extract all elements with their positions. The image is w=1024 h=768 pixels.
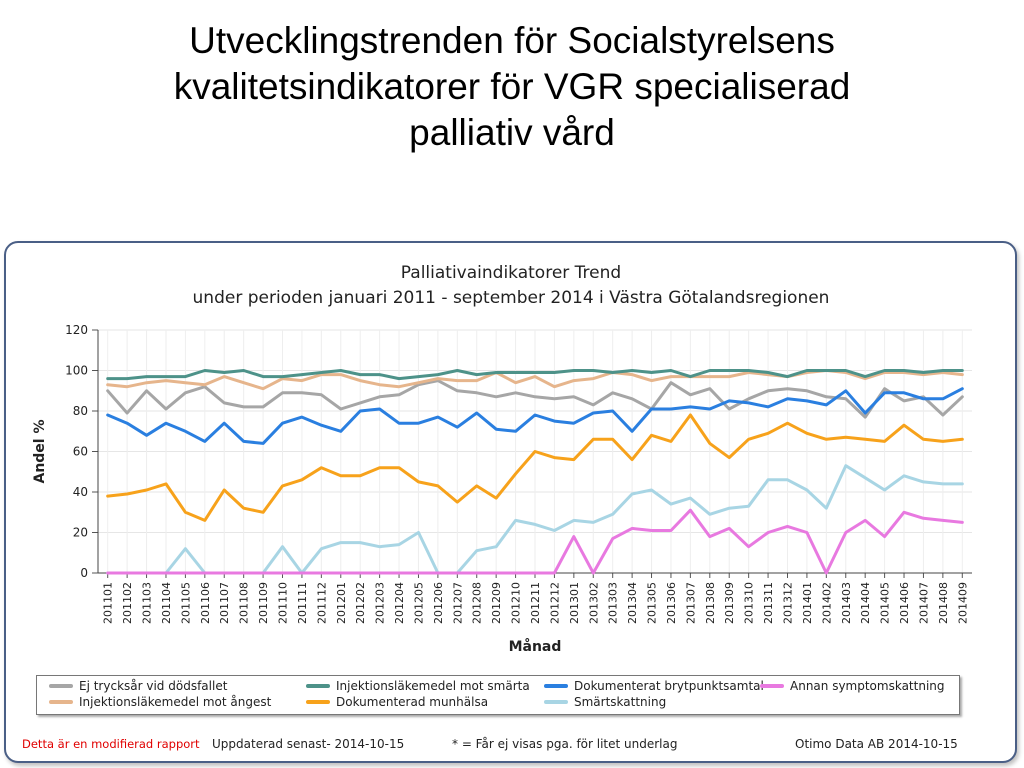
x-tick-label: 201307 <box>684 582 697 624</box>
x-tick-label: 201308 <box>704 582 717 624</box>
x-tick-label: 201212 <box>548 582 561 624</box>
x-tick-label: 201309 <box>723 582 736 624</box>
chart-title: Palliativaindikatorer Trend <box>400 263 622 283</box>
legend-label: Injektionsläkemedel mot smärta <box>336 679 530 693</box>
data-note: * = Får ej visas pga. för litet underlag <box>452 737 678 751</box>
x-tick-label: 201405 <box>879 582 892 624</box>
series-line <box>106 369 964 381</box>
legend-item: Smärtskattning <box>544 695 666 709</box>
x-tick-label: 201305 <box>646 582 659 624</box>
legend-item: Ej trycksår vid dödsfallet <box>49 679 227 693</box>
x-tick-label: 201108 <box>238 582 251 624</box>
x-tick-label: 201107 <box>218 582 231 624</box>
legend-label: Dokumenterad munhälsa <box>336 695 489 709</box>
series-line <box>106 413 964 522</box>
legend-label: Smärtskattning <box>574 695 667 709</box>
slide-title-line-2: kvalitetsindikatorer för VGR specialiser… <box>173 66 851 107</box>
x-tick-label: 201403 <box>840 582 853 624</box>
x-tick-label: 201407 <box>917 582 930 624</box>
x-tick-label: 201203 <box>374 582 387 624</box>
x-tick-label: 201104 <box>160 582 173 624</box>
legend-swatch <box>49 700 73 704</box>
chart-subtitle: under perioden januari 2011 - september … <box>192 288 830 308</box>
x-tick-label: 201312 <box>781 582 794 624</box>
x-tick-label: 201310 <box>743 582 756 624</box>
legend-item: Annan symptomskattning <box>760 679 945 693</box>
y-tick-label: 0 <box>80 566 88 580</box>
x-tick-label: 201103 <box>141 582 154 624</box>
chart-legend: Ej trycksår vid dödsfallet Injektionsläke… <box>36 675 960 715</box>
line-chart: 0 20 40 60 80 100 120 201101 201102 201103 201104 2… <box>32 323 972 655</box>
series-line <box>106 508 964 575</box>
x-axis-label: Månad <box>509 638 562 655</box>
x-tick-label: 201304 <box>626 582 639 624</box>
legend-swatch <box>306 700 330 704</box>
modified-report-note: Detta är en modifierad rapport <box>22 737 200 751</box>
x-tick-label: 201302 <box>587 582 600 624</box>
legend-item: Injektionsläkemedel mot ångest <box>49 695 271 709</box>
legend-swatch <box>760 684 784 688</box>
y-tick-label: 100 <box>65 364 88 378</box>
legend-swatch <box>306 684 330 688</box>
legend-item: Dokumenterat brytpunktsamtal <box>544 679 764 693</box>
legend-swatch <box>544 700 568 704</box>
slide-title: Utvecklingstrenden för Socialstyrelsens … <box>80 18 944 156</box>
slide-title-line-3: palliativ vård <box>409 112 615 153</box>
y-tick-label: 60 <box>73 445 88 459</box>
x-tick-label: 201402 <box>820 582 833 624</box>
legend-label: Injektionsläkemedel mot ångest <box>79 695 272 709</box>
x-tick-label: 201112 <box>315 582 328 624</box>
legend-label: Annan symptomskattning <box>790 679 945 693</box>
y-tick-label: 20 <box>73 526 88 540</box>
legend-label: Dokumenterat brytpunktsamtal <box>574 679 764 693</box>
x-tick-label: 201206 <box>432 582 445 624</box>
legend-item: Injektionsläkemedel mot smärta <box>306 679 530 693</box>
x-tick-label: 201105 <box>179 582 192 624</box>
y-tick-label: 80 <box>73 404 88 418</box>
x-tick-label: 201102 <box>121 582 134 624</box>
x-tick-label: 201301 <box>568 582 581 624</box>
x-tick-label: 201210 <box>510 582 523 624</box>
y-axis-label: Andel % <box>32 419 48 483</box>
slide-title-line-1: Utvecklingstrenden för Socialstyrelsens <box>189 20 835 61</box>
y-tick-label: 40 <box>73 485 88 499</box>
legend-label: Ej trycksår vid dödsfallet <box>79 679 228 693</box>
chart-panel: Palliativaindikatorer Trend under period… <box>4 241 1017 763</box>
x-tick-label: 201209 <box>490 582 503 624</box>
credit: Otimo Data AB 2014-10-15 <box>795 737 958 751</box>
x-tick-label: 201306 <box>665 582 678 624</box>
x-tick-label: 201106 <box>199 582 212 624</box>
legend-item: Dokumenterad munhälsa <box>306 695 488 709</box>
x-tick-label: 201303 <box>607 582 620 624</box>
x-tick-label: 201101 <box>102 582 115 624</box>
x-tick-label: 201109 <box>257 582 270 624</box>
x-tick-label: 201401 <box>801 582 814 624</box>
series-line <box>106 379 964 419</box>
x-tick-label: 201406 <box>898 582 911 624</box>
x-tick-label: 201408 <box>937 582 950 624</box>
series-line <box>106 387 964 445</box>
x-tick-label: 201409 <box>956 582 969 624</box>
updated-date: Uppdaterad senast- 2014-10-15 <box>212 737 405 751</box>
x-tick-label: 201311 <box>762 582 775 624</box>
x-tick-label: 201201 <box>335 582 348 624</box>
legend-swatch <box>49 684 73 688</box>
x-tick-label: 201205 <box>412 582 425 624</box>
y-tick-label: 120 <box>65 323 88 337</box>
x-tick-label: 201202 <box>354 582 367 624</box>
x-tick-label: 201204 <box>393 582 406 624</box>
x-tick-label: 201208 <box>471 582 484 624</box>
x-tick-label: 201404 <box>859 582 872 624</box>
x-tick-label: 201110 <box>277 582 290 624</box>
x-tick-label: 201211 <box>529 582 542 624</box>
x-tick-label: 201111 <box>296 582 309 624</box>
x-tick-label: 201207 <box>451 582 464 624</box>
legend-swatch <box>544 684 568 688</box>
